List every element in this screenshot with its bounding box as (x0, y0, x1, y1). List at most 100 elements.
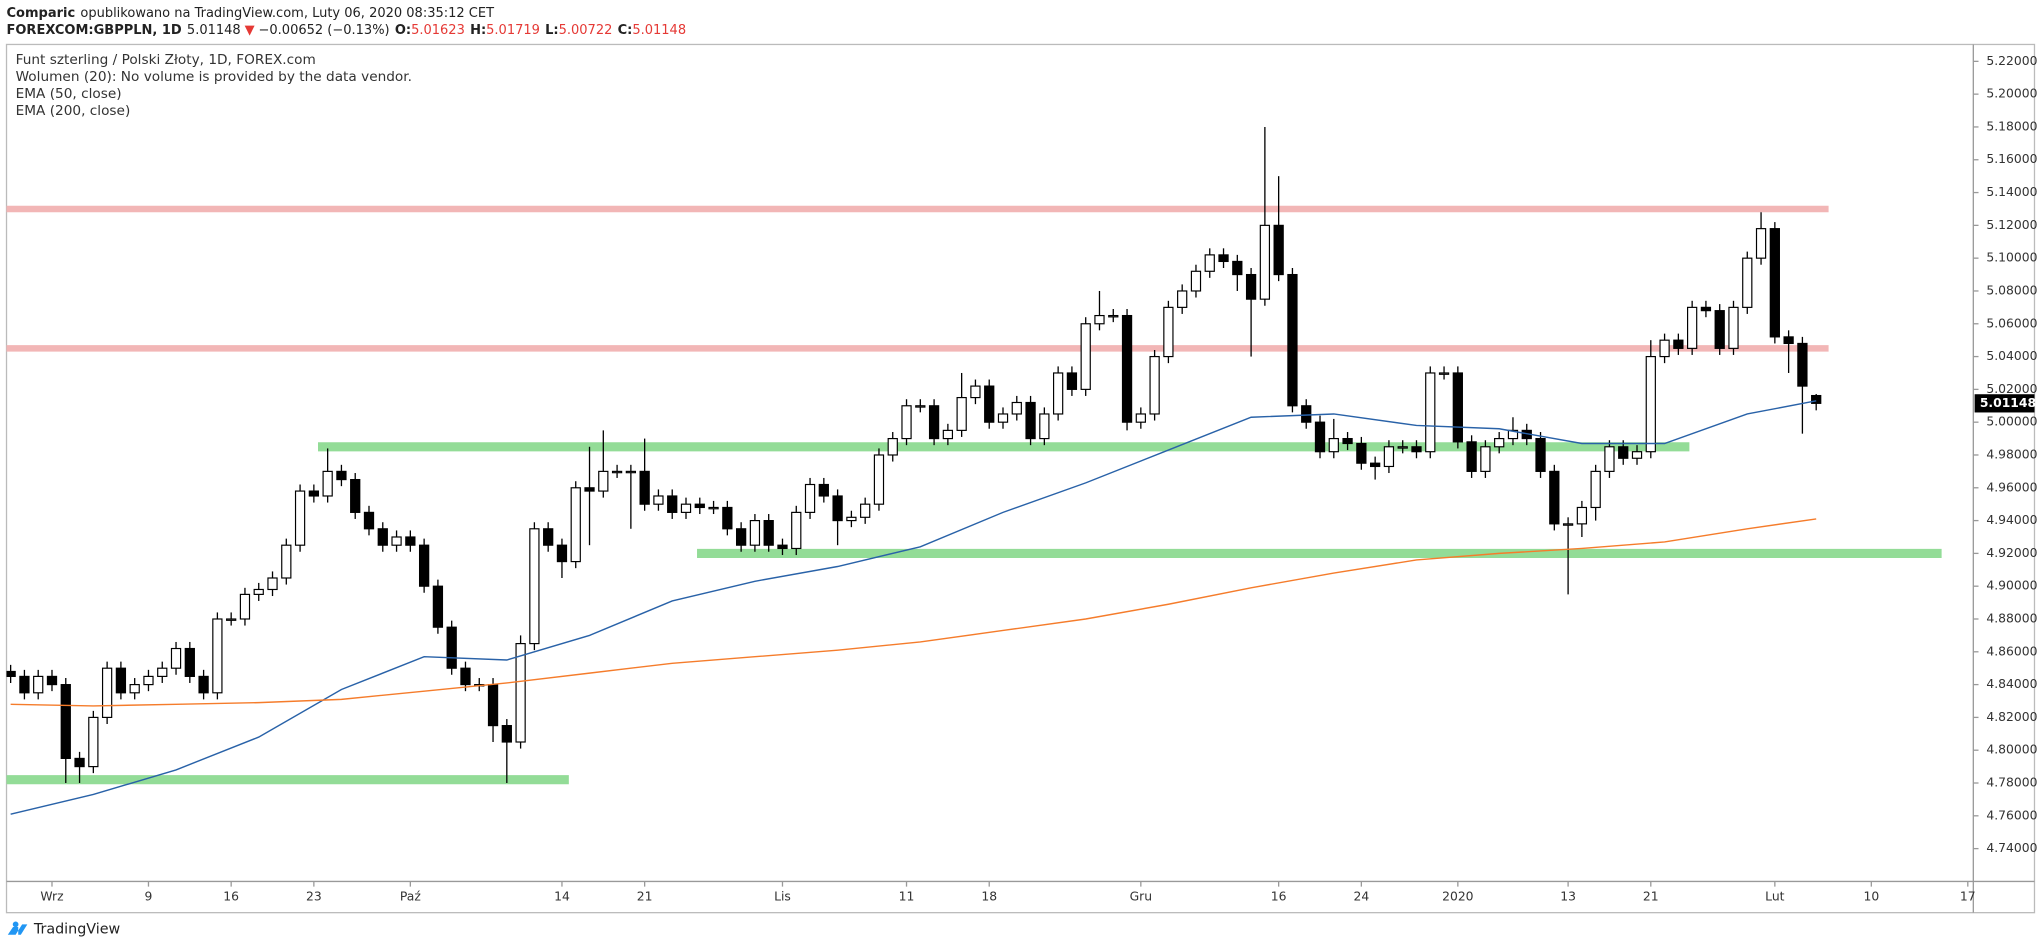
candle-body (901, 405, 912, 440)
candle-body (1783, 336, 1794, 345)
candle-body (1232, 260, 1243, 276)
candle-body (1507, 429, 1519, 440)
x-tick-label: 21 (1643, 890, 1659, 904)
candle-body (1466, 441, 1477, 472)
y-tick-label: 4.74000 (1986, 841, 2037, 855)
y-tick-label: 5.12000 (1986, 218, 2037, 232)
candle-body (1052, 372, 1064, 415)
y-tick-label: 5.08000 (1986, 283, 2037, 297)
candle-body (1039, 413, 1050, 440)
candle-body (1714, 310, 1725, 349)
candle-body (253, 588, 264, 595)
candle-body (1769, 228, 1780, 338)
candle-body (239, 593, 251, 620)
candle-body (1204, 254, 1215, 272)
y-tick-label: 4.84000 (1986, 677, 2037, 691)
candle-body (1108, 314, 1119, 318)
candle-body (1080, 323, 1091, 390)
ema-line (10, 400, 1817, 815)
candle-body (1314, 421, 1326, 453)
candle-body (653, 495, 664, 505)
candle-body (804, 483, 816, 513)
candle-body (570, 487, 581, 563)
candle-body (1190, 270, 1202, 292)
candle-body (1218, 254, 1229, 263)
y-tick-label: 4.80000 (1986, 743, 2037, 757)
legend-ema: EMA (50, close) (16, 86, 122, 102)
candle-body (997, 413, 1009, 423)
candle-body (1562, 523, 1574, 526)
y-tick-label: 4.98000 (1986, 447, 2037, 461)
candle-body (6, 670, 16, 677)
price-label: 5.01148 (1980, 396, 2036, 410)
legend-series: Funt szterling / Polski Złoty, 1D, FOREX… (16, 52, 316, 68)
candle-body (74, 757, 85, 768)
ohlc-value: 5.01148 (632, 23, 686, 38)
candle-body (226, 618, 237, 621)
x-tick-label: 16 (223, 890, 239, 904)
change-arrow: ▼ (245, 23, 255, 38)
y-tick-label: 5.06000 (1986, 316, 2037, 330)
x-tick-label: 11 (899, 890, 915, 904)
candle-body (667, 495, 678, 513)
x-tick-label: 2020 (1442, 890, 1474, 904)
candle-body (735, 528, 747, 546)
candle-body (460, 667, 471, 686)
candle-body (1245, 273, 1257, 300)
candle-body (129, 684, 140, 694)
chart-frame (5, 43, 2036, 914)
x-tick-label: 16 (1271, 890, 1287, 904)
candle-body (722, 506, 733, 530)
candle-body (1011, 401, 1022, 415)
candle-body (1728, 306, 1739, 349)
candle-body (763, 520, 774, 546)
candle-body (1301, 405, 1312, 423)
candle-body (391, 536, 402, 546)
candle-body (336, 470, 347, 481)
candle-body (680, 503, 692, 513)
candle-body (1149, 355, 1160, 415)
ohlc-value: 5.01623 (411, 23, 465, 38)
candle-body (1259, 224, 1271, 300)
candle-body (1094, 314, 1105, 325)
ohlc-value: 5.00722 (559, 23, 613, 38)
y-tick-label: 4.94000 (1986, 513, 2037, 527)
candle-body (639, 470, 650, 505)
candle-body (1494, 437, 1505, 448)
candle-body (1549, 470, 1560, 525)
candle-body (281, 544, 292, 579)
candle-body (1631, 451, 1643, 459)
change: −0.00652 (−0.13%) (259, 23, 390, 38)
x-tick-label: 9 (145, 890, 153, 904)
candle-body (308, 490, 320, 497)
header-line: Comparic opublikowano na TradingView.com,… (7, 6, 495, 21)
candle-body (19, 675, 30, 694)
candle-body (846, 516, 857, 522)
author: Comparic (7, 6, 76, 21)
x-tick-label: 13 (1560, 890, 1576, 904)
x-tick-label: 18 (981, 890, 997, 904)
y-tick-label: 5.18000 (1986, 119, 2037, 133)
ohlc-label: O: (395, 23, 411, 38)
candle-body (267, 577, 278, 591)
candle-body (1535, 437, 1546, 472)
candle-body (873, 454, 885, 505)
candle-body (1590, 470, 1601, 509)
candle-body (956, 396, 967, 431)
candle-body (791, 511, 802, 550)
x-tick-label: 24 (1353, 890, 1369, 904)
ohlc-label: L: (545, 23, 558, 38)
candle-body (515, 643, 526, 743)
candle-body (446, 626, 457, 669)
candle-body (529, 528, 540, 645)
y-tick-label: 4.78000 (1986, 776, 2037, 790)
x-tick-label: Wrz (40, 890, 63, 904)
candle-body (294, 490, 306, 546)
candle-body (212, 618, 223, 694)
candle-body (818, 483, 829, 497)
candle-body (1411, 446, 1422, 453)
y-tick-label: 5.16000 (1986, 152, 2037, 166)
candle-body (1811, 394, 1822, 404)
